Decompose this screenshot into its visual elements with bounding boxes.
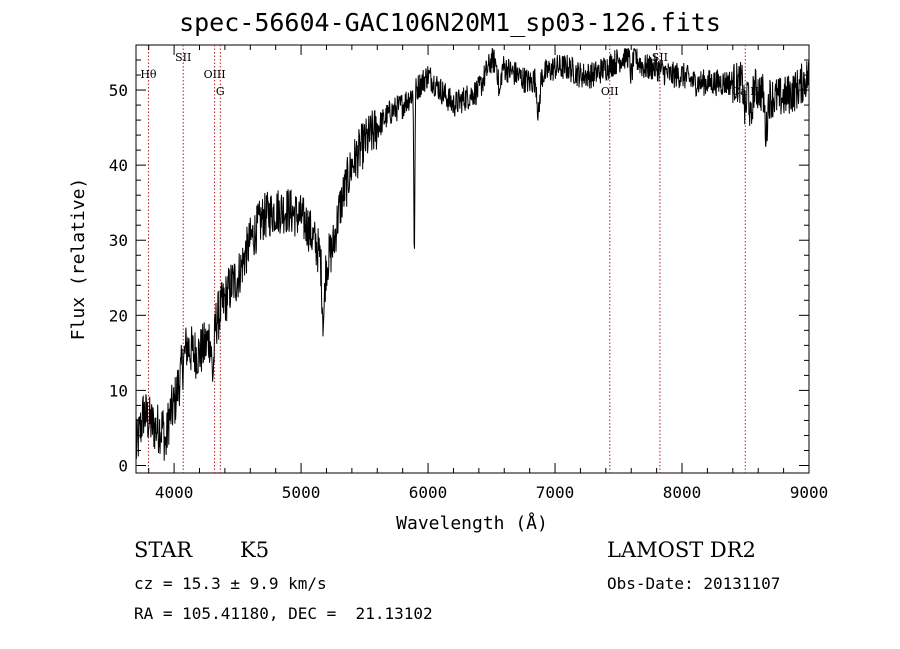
x-axis-label: Wavelength (Å) (396, 512, 548, 534)
y-axis-label: Flux (relative) (68, 178, 89, 341)
line-marker-label: OII (601, 85, 619, 98)
coordinates: RA = 105.41180, DEC = 21.13102 (134, 604, 433, 623)
x-tick-label: 7000 (536, 483, 575, 502)
line-marker-label: G (216, 85, 225, 98)
y-tick-label: 0 (118, 456, 128, 475)
object-subclass: K5 (240, 538, 270, 562)
spectrum-line (135, 48, 810, 461)
y-tick-label: 50 (109, 81, 128, 100)
x-tick-label: 6000 (409, 483, 448, 502)
line-marker-label: SII (175, 51, 191, 64)
y-tick-label: 10 (109, 381, 128, 400)
observation-date: Obs-Date: 20131107 (607, 574, 781, 593)
y-tick-label: 30 (109, 231, 128, 250)
x-tick-label: 5000 (282, 483, 321, 502)
plot-frame (135, 44, 810, 474)
axis-ticks: 4000 5000 6000 7000 8000 9000 0 10 20 30 40 50 (109, 45, 829, 502)
line-marker-label: OIII (204, 68, 226, 81)
object-class: STAR (134, 538, 193, 562)
line-marker-label: Hθ (140, 68, 157, 81)
x-tick-label: 9000 (790, 483, 829, 502)
page-title: spec-56604-GAC106N20M1_sp03-126.fits (179, 8, 721, 37)
y-tick-label: 40 (109, 156, 128, 175)
x-tick-label: 8000 (663, 483, 702, 502)
x-tick-label: 4000 (155, 483, 194, 502)
y-tick-label: 20 (109, 306, 128, 325)
survey-name: LAMOST DR2 (607, 538, 756, 562)
redshift-velocity: cz = 15.3 ± 9.9 km/s (134, 574, 327, 593)
